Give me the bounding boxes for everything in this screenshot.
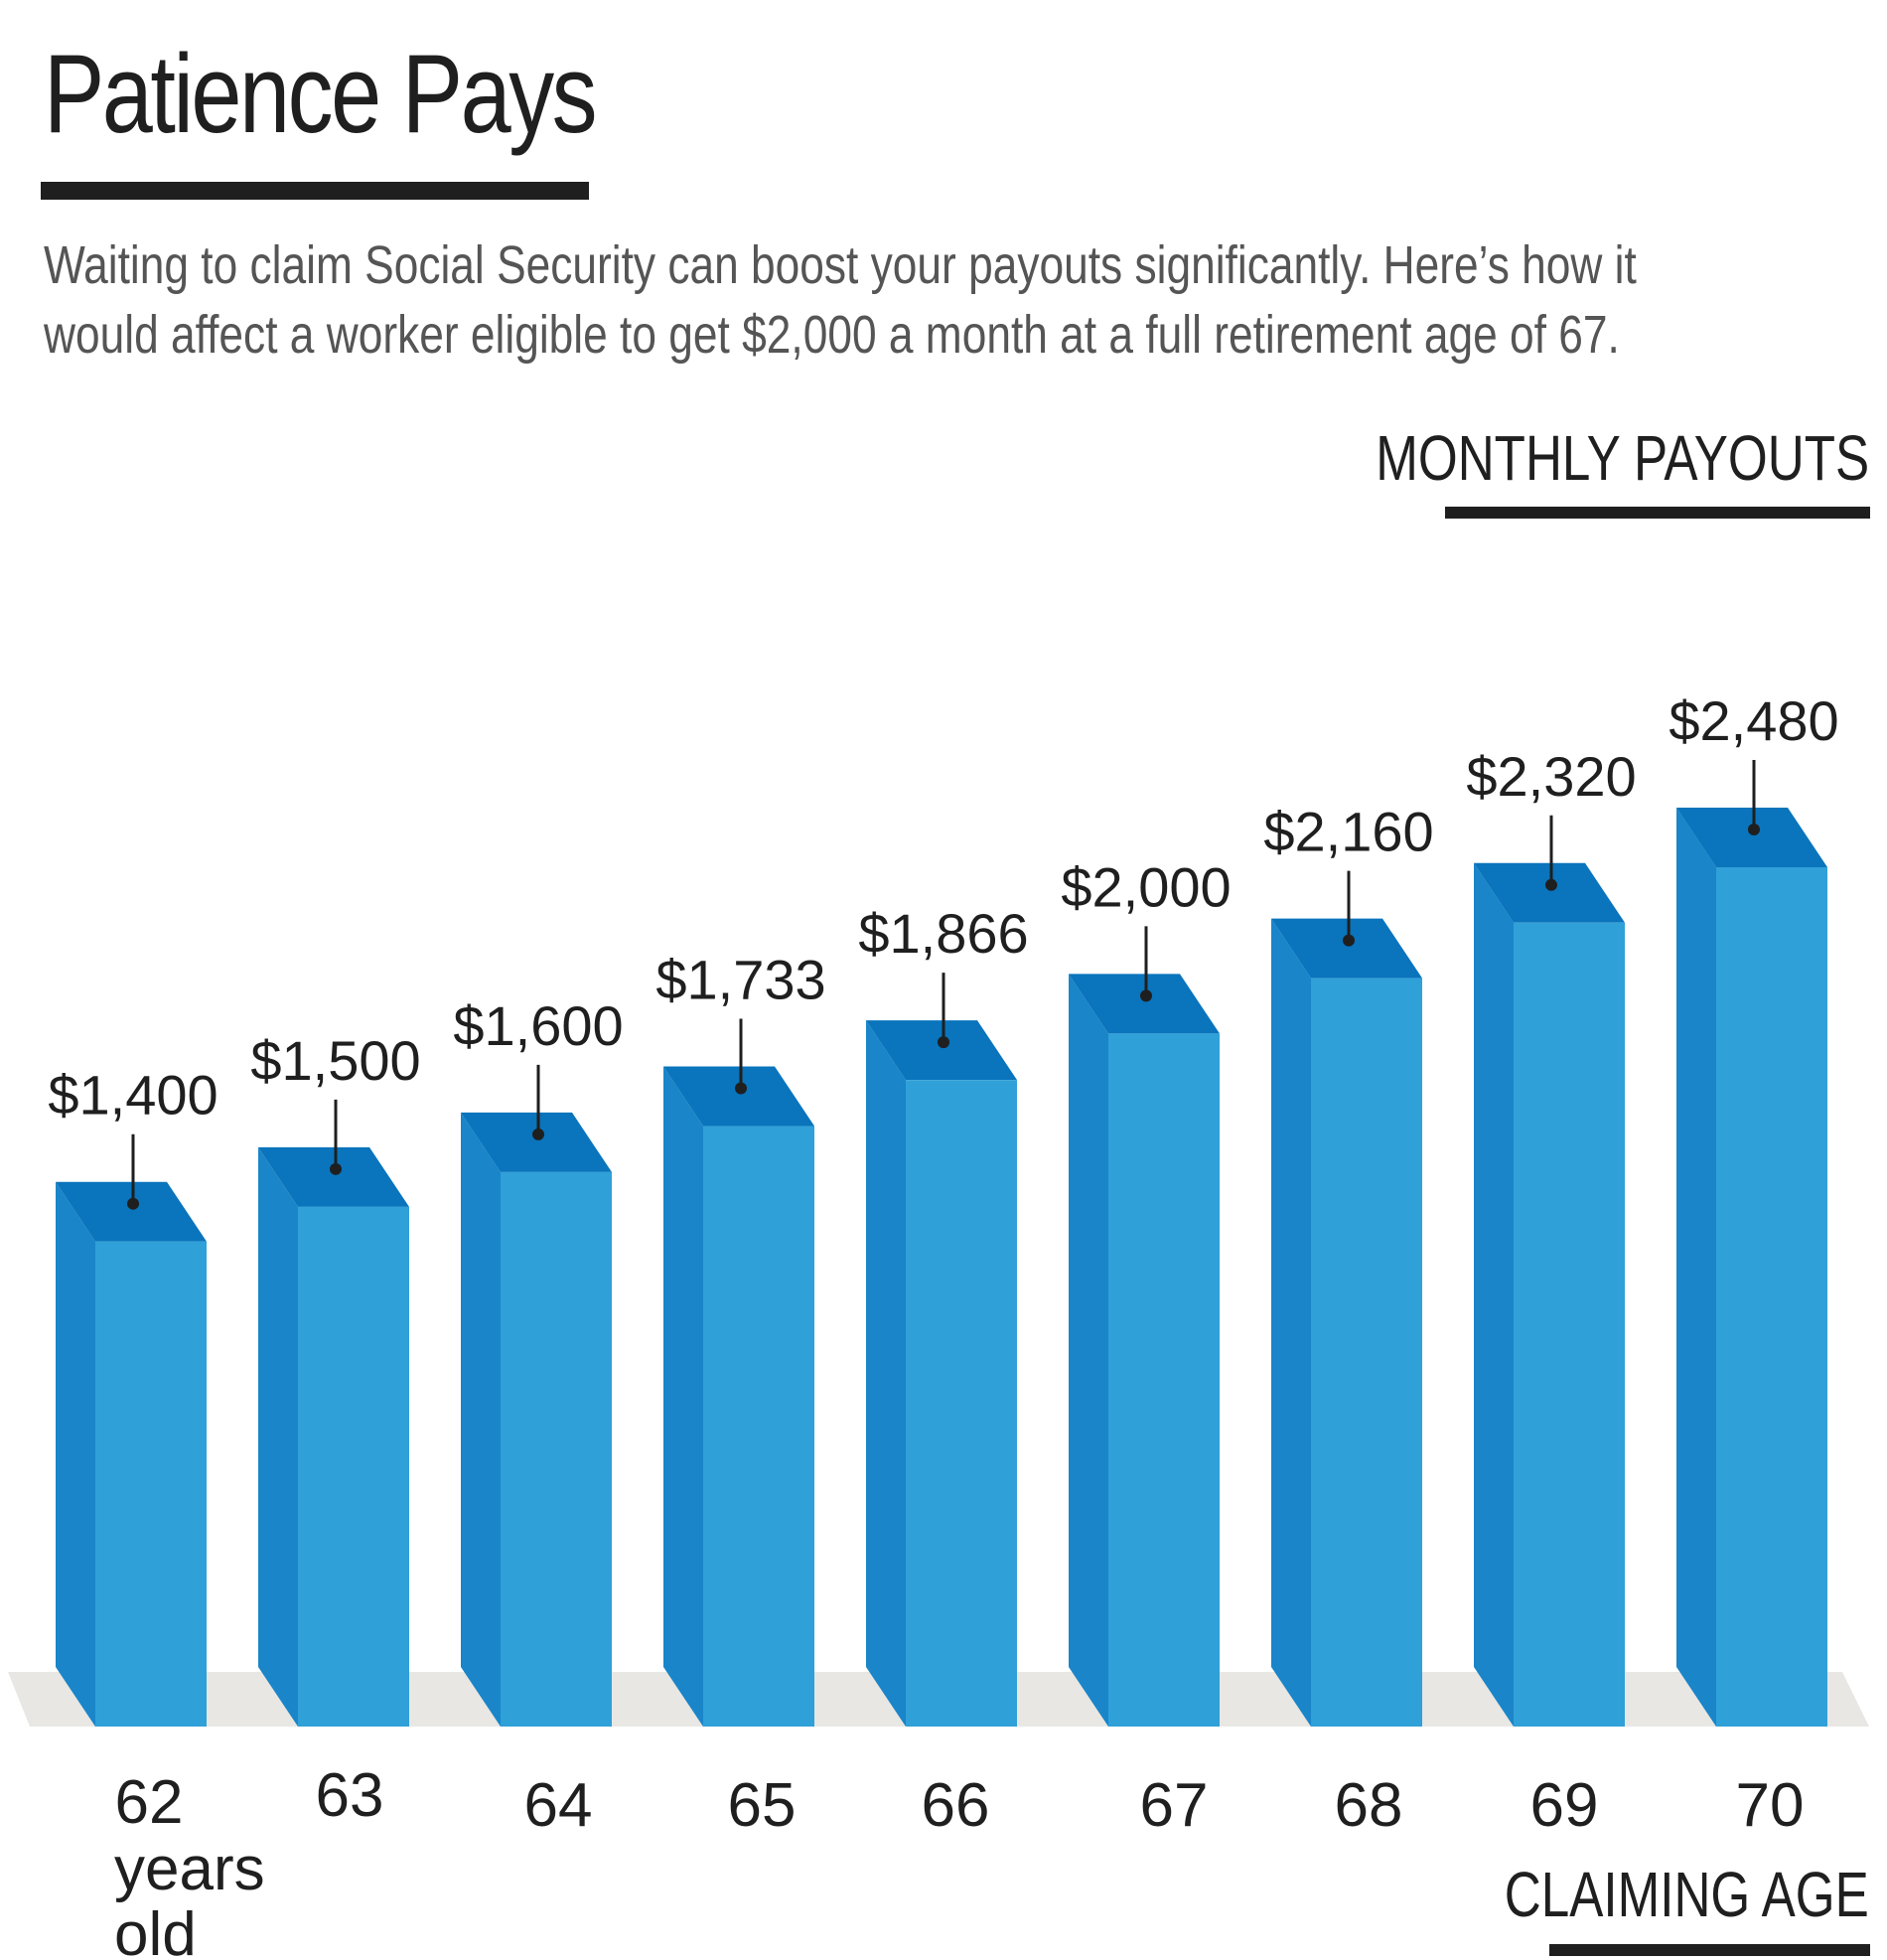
- value-label-65: $1,733: [655, 949, 825, 1011]
- bar-side-67: [1069, 974, 1108, 1727]
- age-label-suffix-1: years: [114, 1835, 265, 1903]
- age-label-68: 68: [1335, 1771, 1403, 1840]
- bar-front-65: [703, 1126, 814, 1727]
- bar-62: $1,400: [48, 1064, 218, 1727]
- bar-top-62: [56, 1181, 207, 1242]
- bar-side-68: [1271, 918, 1311, 1727]
- chart-subtitle: Waiting to claim Social Security can boo…: [44, 230, 1835, 370]
- bar-side-63: [258, 1146, 298, 1727]
- bar-66: $1,866: [858, 902, 1029, 1727]
- value-label-70: $2,480: [1669, 689, 1838, 752]
- bar-front-69: [1514, 922, 1625, 1727]
- age-label-69: 69: [1530, 1771, 1599, 1840]
- leader-dot-67: [1140, 989, 1152, 1002]
- bar-side-70: [1676, 808, 1716, 1727]
- bar-69: $2,320: [1466, 745, 1637, 1727]
- bar-64: $1,600: [453, 994, 624, 1727]
- age-label-67: 67: [1140, 1771, 1209, 1840]
- x-axis-label-underline: [1549, 1944, 1870, 1956]
- bar-top-66: [866, 1020, 1017, 1081]
- leader-dot-65: [735, 1082, 747, 1095]
- age-label-62: 62: [115, 1768, 184, 1837]
- bar-front-63: [298, 1206, 409, 1727]
- y-axis-label: MONTHLY PAYOUTS: [1376, 422, 1869, 494]
- age-label-65: 65: [728, 1771, 797, 1840]
- subtitle-line-2: would affect a worker eligible to get $2…: [44, 305, 1620, 365]
- leader-dot-70: [1748, 824, 1760, 835]
- bar-side-64: [461, 1112, 501, 1727]
- x-axis-label: CLAIMING AGE: [1504, 1859, 1869, 1930]
- bar-side-66: [866, 1020, 906, 1727]
- bar-63: $1,500: [250, 1029, 421, 1727]
- bar-67: $2,000: [1061, 855, 1232, 1727]
- age-label-66: 66: [922, 1771, 990, 1840]
- leader-dot-66: [938, 1036, 949, 1049]
- leader-dot-63: [330, 1162, 342, 1175]
- bar-front-67: [1108, 1033, 1220, 1727]
- value-label-62: $1,400: [48, 1064, 218, 1127]
- bar-group: $1,400 $1,500 $1,600 $1,733 $1,866 $2,000 $2,1…: [48, 689, 1839, 1727]
- bar-65: $1,733: [655, 949, 826, 1727]
- bar-top-63: [258, 1146, 409, 1207]
- leader-dot-62: [127, 1197, 139, 1210]
- bar-side-69: [1474, 862, 1514, 1727]
- bar-front-62: [95, 1241, 207, 1727]
- age-label-63: 63: [316, 1761, 384, 1830]
- age-label-70: 70: [1736, 1771, 1805, 1840]
- bar-front-66: [906, 1080, 1017, 1727]
- leader-dot-68: [1343, 934, 1355, 947]
- subtitle-line-1: Waiting to claim Social Security can boo…: [44, 235, 1637, 295]
- bar-front-70: [1716, 867, 1827, 1727]
- bar-top-70: [1676, 808, 1827, 867]
- value-label-68: $2,160: [1263, 801, 1433, 863]
- bar-top-67: [1069, 974, 1220, 1034]
- bar-top-69: [1474, 862, 1625, 923]
- value-label-69: $2,320: [1466, 745, 1636, 808]
- leader-dot-64: [532, 1128, 544, 1140]
- leader-dot-69: [1545, 878, 1557, 891]
- bar-70: $2,480: [1669, 689, 1839, 1727]
- bar-top-65: [663, 1066, 814, 1127]
- bar-front-68: [1311, 978, 1422, 1727]
- bar-side-62: [56, 1181, 95, 1727]
- bar-68: $2,160: [1263, 801, 1434, 1727]
- bar-side-65: [663, 1066, 703, 1727]
- value-label-66: $1,866: [858, 902, 1028, 965]
- chart-title: Patience Pays: [44, 32, 598, 156]
- bar-top-68: [1271, 918, 1422, 979]
- value-label-63: $1,500: [250, 1029, 420, 1092]
- title-underline: [41, 182, 589, 200]
- age-label-64: 64: [524, 1771, 593, 1840]
- value-label-67: $2,000: [1061, 855, 1231, 918]
- y-axis-label-underline: [1445, 507, 1870, 519]
- bar-top-64: [461, 1112, 612, 1172]
- age-label-suffix-2: old: [114, 1900, 197, 1960]
- value-label-64: $1,600: [453, 994, 623, 1057]
- bar-front-64: [501, 1171, 612, 1727]
